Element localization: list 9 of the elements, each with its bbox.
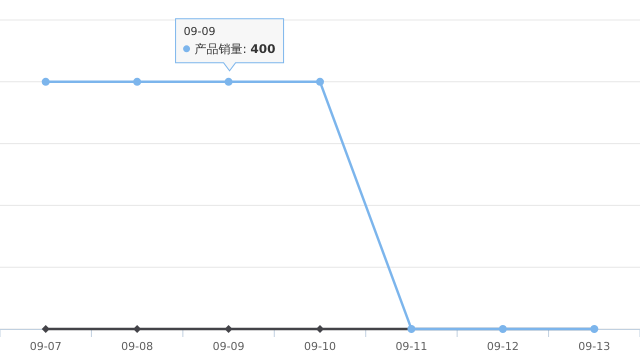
x-tick-label: 09-11 [395,340,428,353]
x-tick-label: 09-07 [30,340,62,353]
x-tick-label: 09-08 [121,340,154,353]
x-tick-label: 09-12 [486,340,519,353]
x-tick-label: 09-10 [304,340,336,353]
annotation: 产品销量: 400 [194,42,276,56]
x-tick-label: 09-09 [212,340,245,353]
x-tick-label: 09-13 [578,340,610,353]
text: 09-09 [184,24,216,38]
